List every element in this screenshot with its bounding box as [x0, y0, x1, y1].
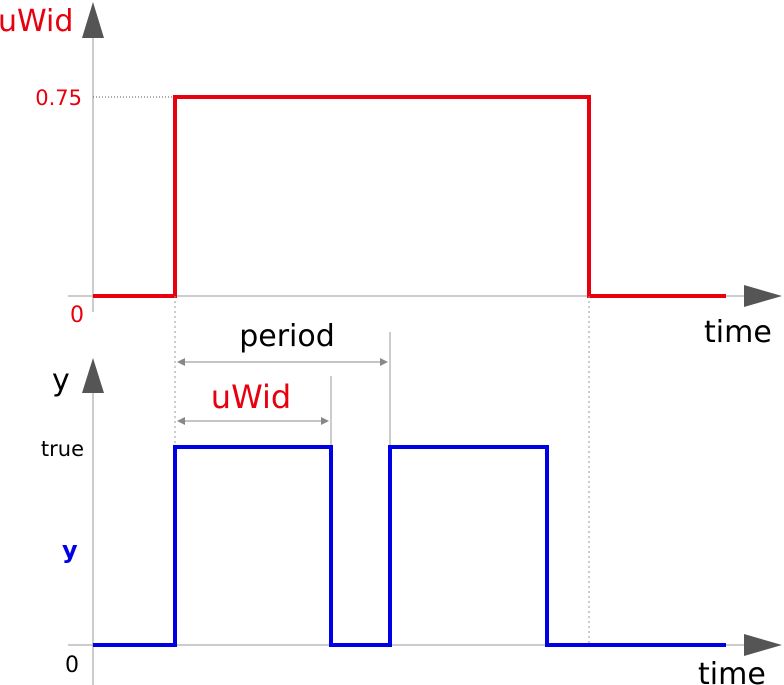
- y-signal-trace: [93, 445, 726, 647]
- bottom-x-axis-arrow-icon: [744, 634, 782, 656]
- uwid-signal-trace: [93, 95, 726, 298]
- width-label: uWid: [211, 378, 291, 416]
- period-dimension: period: [177, 319, 391, 446]
- bottom-y-axis-label: y: [52, 363, 70, 398]
- width-dimension: uWid: [177, 376, 332, 446]
- bottom-y-axis-arrow-icon: [82, 358, 104, 393]
- period-label: period: [239, 319, 335, 354]
- bottom-y-tick-high: true: [41, 437, 84, 461]
- bottom-x-axis-label: time: [698, 657, 766, 685]
- top-y-tick-high: 0.75: [35, 86, 82, 110]
- top-y-tick-zero: 0: [70, 303, 84, 328]
- top-y-axis-label: uWid: [0, 4, 73, 39]
- top-y-axis-arrow-icon: [82, 2, 104, 38]
- y-signal-label: y: [62, 536, 78, 564]
- bottom-plot: y true y 0 time: [41, 358, 782, 685]
- top-plot: uWid 0.75 0 time: [0, 2, 782, 350]
- bottom-y-tick-zero: 0: [65, 653, 79, 678]
- top-x-axis-arrow-icon: [744, 285, 782, 307]
- top-x-axis-label: time: [704, 315, 772, 350]
